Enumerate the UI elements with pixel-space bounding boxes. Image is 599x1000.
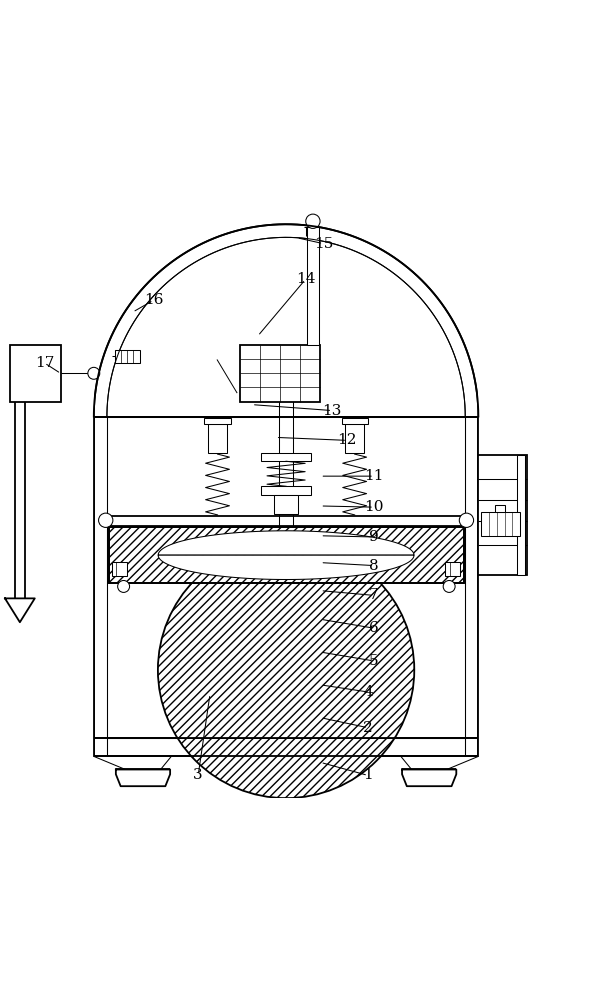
Bar [279,417,294,738]
Polygon shape [158,555,414,580]
Text: 8: 8 [369,559,379,573]
Bar [111,562,127,576]
Bar [482,512,520,536]
Text: 17: 17 [35,356,54,370]
Bar [479,455,527,575]
Bar [307,227,319,345]
Bar [261,486,311,495]
Text: 1: 1 [363,768,373,782]
Circle shape [305,214,320,228]
Polygon shape [402,769,456,786]
Text: 13: 13 [323,404,342,418]
Text: 7: 7 [369,588,379,602]
Text: 10: 10 [364,500,384,514]
Circle shape [459,513,474,527]
Bar [341,418,368,424]
Text: 4: 4 [363,685,373,699]
Bar [240,345,320,402]
Bar [108,527,464,583]
Text: 12: 12 [337,433,357,447]
Bar [10,345,61,402]
Bar [479,202,598,798]
Bar [516,455,525,575]
Bar [114,350,140,363]
Text: 3: 3 [193,768,203,782]
Text: 15: 15 [314,237,333,251]
Polygon shape [116,769,170,786]
Circle shape [443,580,455,592]
Bar [208,424,227,453]
Bar [1,202,94,798]
Bar [94,417,479,756]
Bar [261,453,311,461]
Bar [345,424,364,453]
Bar [108,527,464,583]
Text: 11: 11 [364,469,384,483]
Circle shape [99,513,113,527]
Text: 9: 9 [369,530,379,544]
Text: 16: 16 [144,293,163,307]
Text: 6: 6 [369,621,379,635]
Circle shape [158,542,415,798]
Circle shape [88,367,100,379]
Text: 5: 5 [369,654,379,668]
Circle shape [117,580,129,592]
Polygon shape [158,531,414,555]
Bar [495,505,504,512]
Bar [445,562,461,576]
Bar [204,418,231,424]
Bar [274,495,298,514]
Text: 2: 2 [363,721,373,735]
Bar [94,417,479,756]
Polygon shape [5,598,35,622]
Text: 14: 14 [296,272,315,286]
